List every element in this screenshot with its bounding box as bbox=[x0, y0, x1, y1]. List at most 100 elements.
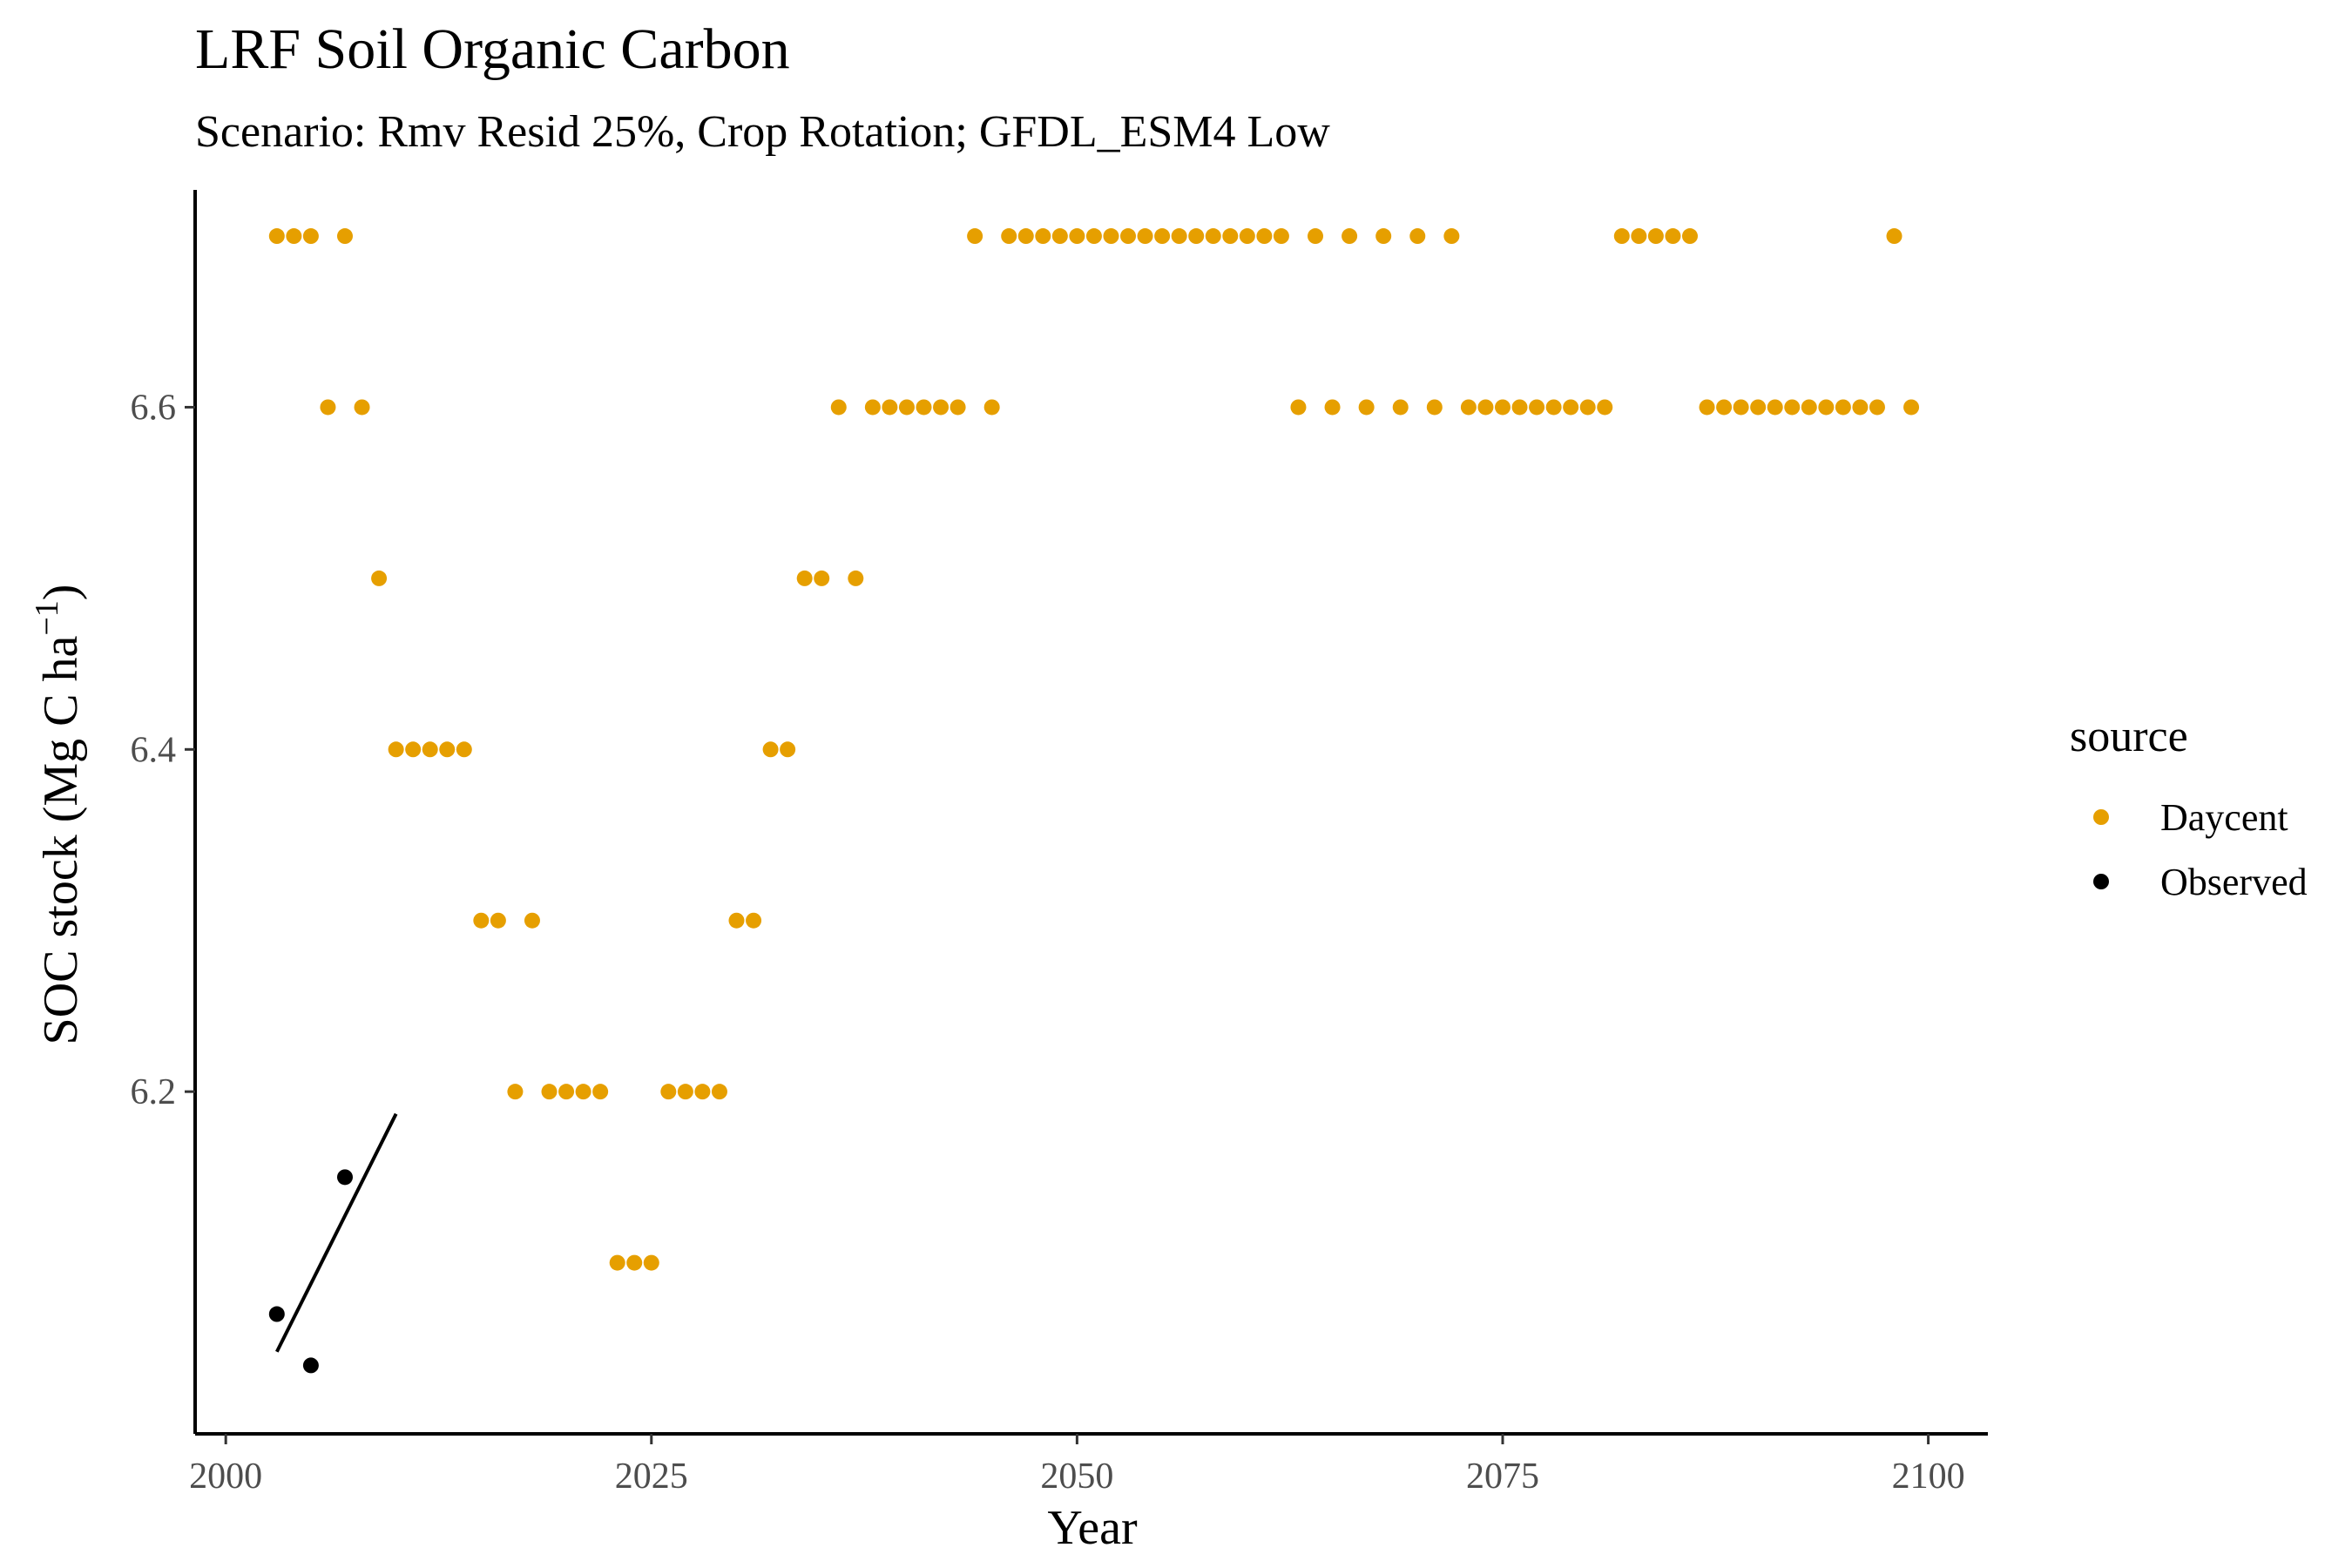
daycent-point bbox=[916, 399, 932, 416]
y-tick-label: 6.2 bbox=[131, 1072, 177, 1112]
daycent-point bbox=[1085, 228, 1102, 245]
daycent-point bbox=[1171, 228, 1187, 245]
daycent-point bbox=[1647, 228, 1664, 245]
daycent-point bbox=[1631, 228, 1647, 245]
daycent-point bbox=[1477, 399, 1494, 416]
daycent-point bbox=[1869, 399, 1885, 416]
legend-title: source bbox=[2070, 712, 2188, 761]
observed-point bbox=[268, 1306, 285, 1322]
y-axis-title-close: ) bbox=[34, 585, 88, 601]
daycent-point bbox=[848, 570, 864, 586]
daycent-point bbox=[1308, 228, 1324, 245]
daycent-point bbox=[1256, 228, 1273, 245]
x-axis-title: Year bbox=[1047, 1501, 1138, 1555]
daycent-point bbox=[1545, 399, 1562, 416]
daycent-point bbox=[1324, 399, 1341, 416]
series-daycent bbox=[268, 228, 1920, 1271]
daycent-point bbox=[1375, 228, 1392, 245]
daycent-point bbox=[456, 741, 472, 758]
daycent-point bbox=[830, 399, 847, 416]
observed-point bbox=[302, 1357, 319, 1374]
legend-key-observed bbox=[2093, 874, 2109, 889]
x-tick-label: 2050 bbox=[1040, 1456, 1113, 1497]
y-axis-title: SOC stock (Mg C ha−1) bbox=[29, 585, 88, 1045]
daycent-point bbox=[371, 570, 388, 586]
legend-label-observed: Observed bbox=[2160, 861, 2308, 903]
daycent-point bbox=[541, 1084, 558, 1100]
x-axis-ticks: 2000 2025 2050 2075 2100 bbox=[189, 1434, 1965, 1497]
x-tick-label: 2100 bbox=[1892, 1456, 1965, 1497]
daycent-point bbox=[1529, 399, 1545, 416]
daycent-point bbox=[286, 228, 302, 245]
daycent-point bbox=[302, 228, 319, 245]
daycent-point bbox=[558, 1084, 575, 1100]
daycent-point bbox=[490, 912, 506, 929]
daycent-point bbox=[1342, 228, 1358, 245]
daycent-point bbox=[1017, 228, 1034, 245]
daycent-point bbox=[882, 399, 898, 416]
daycent-point bbox=[268, 228, 285, 245]
daycent-point bbox=[439, 741, 456, 758]
daycent-point bbox=[1290, 399, 1307, 416]
daycent-point bbox=[354, 399, 370, 416]
daycent-point bbox=[746, 912, 762, 929]
observed-trend-line bbox=[275, 1112, 398, 1353]
daycent-point bbox=[1784, 399, 1801, 416]
daycent-point bbox=[762, 741, 779, 758]
daycent-point bbox=[1103, 228, 1119, 245]
daycent-point bbox=[933, 399, 950, 416]
daycent-point bbox=[1051, 228, 1068, 245]
daycent-point bbox=[711, 1084, 727, 1100]
legend-label-daycent: Daycent bbox=[2160, 796, 2288, 839]
chart-title: LRF Soil Organic Carbon bbox=[195, 17, 790, 81]
chart-subtitle: Scenario: Rmv Resid 25%, Crop Rotation; … bbox=[195, 107, 1330, 157]
daycent-point bbox=[320, 399, 336, 416]
x-tick-label: 2075 bbox=[1466, 1456, 1539, 1497]
daycent-point bbox=[983, 399, 1000, 416]
daycent-point bbox=[1699, 399, 1715, 416]
daycent-point bbox=[1273, 228, 1289, 245]
daycent-point bbox=[1154, 228, 1171, 245]
daycent-point bbox=[660, 1084, 677, 1100]
daycent-point bbox=[1069, 228, 1085, 245]
daycent-point bbox=[898, 399, 915, 416]
x-tick-label: 2025 bbox=[615, 1456, 688, 1497]
y-axis-title-main: SOC stock (Mg C ha bbox=[34, 636, 88, 1045]
daycent-point bbox=[575, 1084, 591, 1100]
daycent-point bbox=[780, 741, 796, 758]
daycent-point bbox=[1035, 228, 1051, 245]
daycent-point bbox=[405, 741, 422, 758]
daycent-point bbox=[1137, 228, 1153, 245]
daycent-point bbox=[1801, 399, 1817, 416]
daycent-point bbox=[1205, 228, 1221, 245]
daycent-point bbox=[609, 1254, 625, 1271]
daycent-point bbox=[1511, 399, 1528, 416]
daycent-point bbox=[1001, 228, 1017, 245]
daycent-point bbox=[796, 570, 813, 586]
daycent-point bbox=[1358, 399, 1375, 416]
daycent-point bbox=[1767, 399, 1783, 416]
daycent-point bbox=[1494, 399, 1511, 416]
plot-area bbox=[268, 228, 1920, 1374]
daycent-point bbox=[950, 399, 966, 416]
daycent-point bbox=[1903, 399, 1920, 416]
daycent-point bbox=[422, 741, 438, 758]
daycent-point bbox=[694, 1084, 711, 1100]
daycent-point bbox=[1120, 228, 1137, 245]
daycent-point bbox=[1886, 228, 1903, 245]
daycent-point bbox=[1188, 228, 1205, 245]
observed-point bbox=[336, 1169, 353, 1186]
daycent-point bbox=[1665, 228, 1681, 245]
daycent-point bbox=[1392, 399, 1409, 416]
x-tick-label: 2000 bbox=[189, 1456, 262, 1497]
daycent-point bbox=[1426, 399, 1443, 416]
daycent-point bbox=[1239, 228, 1255, 245]
daycent-point bbox=[1835, 399, 1851, 416]
y-tick-label: 6.6 bbox=[131, 388, 177, 428]
y-axis-title-superscript: −1 bbox=[29, 600, 65, 635]
daycent-point bbox=[677, 1084, 693, 1100]
daycent-point bbox=[1563, 399, 1579, 416]
daycent-point bbox=[507, 1084, 524, 1100]
daycent-point bbox=[524, 912, 540, 929]
